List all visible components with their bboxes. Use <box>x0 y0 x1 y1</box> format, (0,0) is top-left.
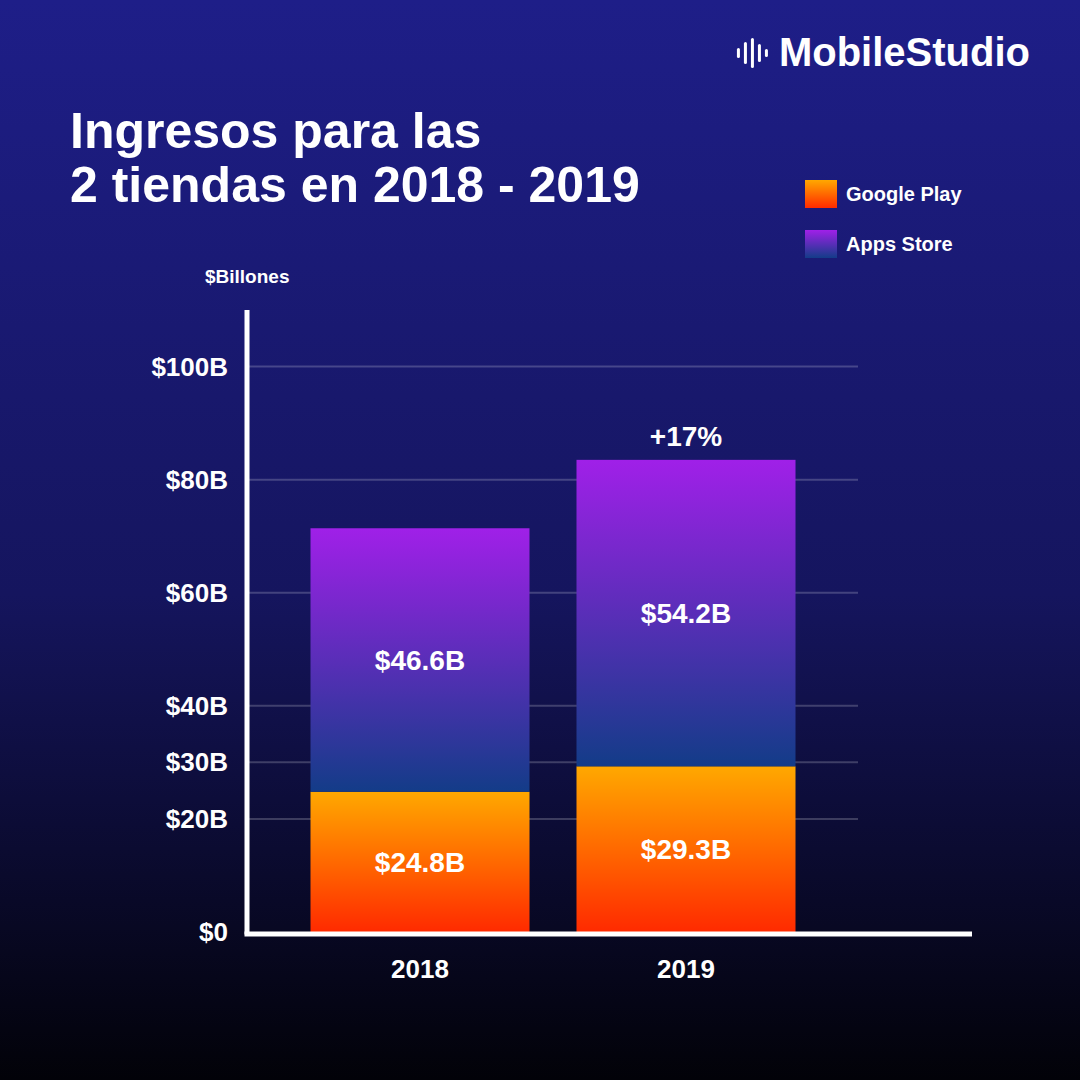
data-label: $29.3B <box>641 834 731 865</box>
y-tick-label: $30B <box>166 747 228 777</box>
title: Ingresos para las2 tiendas en 2018 - 201… <box>70 103 640 213</box>
bar <box>577 460 796 766</box>
y-tick-label: $0 <box>199 917 228 947</box>
grid-line <box>247 366 858 368</box>
bar <box>311 792 530 932</box>
background <box>0 0 1080 1080</box>
y-axis-title: $Billones <box>205 266 289 287</box>
x-axis-line <box>245 932 973 937</box>
brand-icon <box>751 38 754 68</box>
y-tick-label: $60B <box>166 578 228 608</box>
legend-swatch <box>805 180 837 208</box>
brand-icon <box>758 44 761 62</box>
brand-icon <box>744 42 747 64</box>
y-tick-label: $80B <box>166 465 228 495</box>
brand-icon <box>737 48 740 58</box>
brand-icon <box>765 49 768 57</box>
bar <box>311 528 530 792</box>
annotation: +17% <box>650 421 722 452</box>
data-label: $46.6B <box>375 645 465 676</box>
y-tick-label: $20B <box>166 804 228 834</box>
x-tick-label: 2018 <box>391 954 449 984</box>
bar <box>577 766 796 932</box>
title-line: Ingresos para las <box>70 103 481 159</box>
y-tick-label: $40B <box>166 691 228 721</box>
legend-label: Apps Store <box>846 233 953 255</box>
legend-label: Google Play <box>846 183 962 205</box>
x-tick-label: 2019 <box>657 954 715 984</box>
title-line: 2 tiendas en 2018 - 2019 <box>70 157 640 213</box>
data-label: $54.2B <box>641 598 731 629</box>
y-tick-label: $100B <box>151 352 228 382</box>
y-axis-line <box>245 310 250 935</box>
chart: MobileStudio Ingresos para las2 tiendas e… <box>0 0 1080 1080</box>
brand: MobileStudio <box>779 30 1030 74</box>
data-label: $24.8B <box>375 847 465 878</box>
legend-swatch <box>805 230 837 258</box>
bars <box>311 460 796 932</box>
